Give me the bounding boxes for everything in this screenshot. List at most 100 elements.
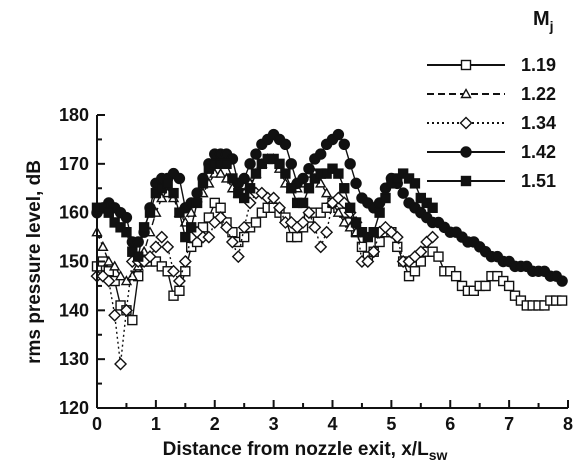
data-point-1.34-9 — [143, 250, 157, 264]
data-point-1.42-43 — [344, 158, 356, 170]
data-point-1.34-5 — [119, 303, 133, 317]
data-point-1.22-41 — [332, 206, 345, 217]
legend-label-1.51: 1.51 — [521, 171, 556, 191]
data-point-1.19-21 — [215, 202, 226, 213]
data-point-1.51-13 — [168, 187, 179, 199]
data-point-1.19-61 — [450, 270, 462, 282]
ticks: 0 1 2 3 4 5 6 7 8 120 130 140 150 160 170 180 — [59, 105, 573, 434]
data-point-1.22-39 — [320, 187, 333, 198]
data-point-1.34-21 — [214, 211, 228, 225]
data-point-1.22-2 — [103, 255, 115, 266]
x-axis-title: Distance from nozzle exit, x/Lsw — [163, 439, 448, 463]
legend-item-1.51: 1.51 — [427, 171, 556, 191]
data-point-1.34-37 — [308, 220, 322, 234]
y-tick-label-1: 130 — [59, 349, 89, 369]
legend-item-1.42: 1.42 — [427, 142, 556, 162]
data-point-1.34-55 — [414, 245, 428, 259]
y-tick-label-6: 180 — [59, 105, 89, 125]
data-point-1.34-51 — [390, 230, 404, 244]
x-tick-label-5: 5 — [386, 414, 396, 434]
legend-label-1.19: 1.19 — [521, 55, 556, 75]
data-point-1.34-25 — [237, 220, 251, 234]
legend-marker-1.19 — [460, 59, 472, 71]
data-point-1.42-5 — [120, 211, 133, 224]
legend-item-1.19: 1.19 — [427, 55, 556, 75]
legend-marker-1.42 — [460, 146, 472, 158]
data-point-1.42-44 — [350, 177, 362, 190]
y-tick-label-3: 150 — [59, 252, 89, 272]
data-point-1.51-5 — [121, 226, 132, 238]
data-point-1.42-26 — [244, 158, 256, 170]
data-point-1.51-42 — [339, 183, 350, 194]
data-point-1.34-11 — [155, 230, 169, 244]
data-point-1.51-41 — [333, 168, 344, 179]
data-point-1.42-42 — [338, 138, 350, 151]
data-point-1.51-32 — [280, 168, 291, 179]
data-point-1.51-27 — [250, 168, 262, 179]
data-point-1.51-15 — [180, 231, 191, 243]
data-point-1.51-48 — [374, 207, 385, 218]
data-point-1.51-7 — [133, 251, 144, 262]
data-point-1.19-58 — [433, 251, 444, 262]
data-point-1.34-46 — [361, 255, 375, 268]
data-point-1.19-66 — [480, 280, 491, 292]
x-tick-label-0: 0 — [92, 414, 102, 434]
data-point-1.34-2 — [102, 274, 116, 288]
data-point-1.34-31 — [273, 201, 287, 215]
data-point-1.51-16 — [185, 222, 197, 233]
y-tick-label-0: 120 — [59, 398, 89, 418]
x-tick-label-2: 2 — [210, 414, 220, 434]
data-point-1.22-3 — [108, 260, 121, 271]
legend-title: Mj — [533, 8, 554, 34]
data-point-1.34-36 — [302, 206, 316, 220]
legend: Mj 1.19 1.22 1.34 1.42 1.51 — [427, 8, 556, 191]
data-point-1.34-4 — [114, 357, 128, 371]
data-point-1.34-12 — [161, 240, 175, 254]
data-point-1.34-35 — [296, 215, 310, 229]
legend-label-1.22: 1.22 — [521, 84, 556, 104]
legend-marker-1.22 — [460, 88, 472, 99]
data-point-1.51-36 — [303, 183, 315, 194]
data-point-1.42-52 — [397, 187, 409, 199]
data-point-1.51-31 — [274, 158, 285, 170]
legend-marker-1.51 — [460, 175, 472, 187]
data-point-1.51-12 — [162, 178, 173, 189]
data-point-1.42-35 — [297, 172, 309, 185]
data-point-1.51-23 — [227, 173, 238, 184]
data-point-1.51-44 — [350, 217, 362, 228]
data-point-1.34-13 — [167, 264, 181, 278]
data-point-1.42-41 — [332, 128, 345, 141]
data-point-1.42-25 — [238, 172, 250, 185]
data-point-1.19-79 — [556, 295, 568, 306]
data-point-1.51-47 — [368, 226, 379, 238]
data-point-1.42-32 — [279, 138, 292, 151]
data-point-1.19-45 — [356, 241, 368, 253]
data-point-1.51-54 — [409, 178, 421, 189]
data-point-1.34-30 — [267, 191, 281, 205]
data-point-1.51-35 — [297, 197, 309, 209]
data-point-1.34-57 — [426, 230, 440, 244]
data-point-1.51-26 — [244, 183, 256, 194]
data-point-1.51-33 — [286, 183, 297, 194]
data-point-1.19-27 — [250, 217, 262, 228]
data-point-1.51-2 — [103, 207, 114, 218]
data-point-1.51-18 — [197, 178, 209, 189]
data-point-1.22-5 — [120, 275, 133, 286]
data-point-1.34-39 — [320, 225, 334, 239]
data-point-1.22-21 — [214, 167, 227, 178]
data-point-1.34-14 — [172, 274, 186, 288]
series-1.51 — [91, 153, 438, 262]
data-point-1.51-8 — [138, 222, 150, 233]
legend-item-1.22: 1.22 — [427, 84, 556, 104]
data-point-1.19-70 — [503, 280, 515, 292]
data-point-1.51-22 — [221, 158, 232, 170]
data-point-1.51-9 — [144, 207, 156, 218]
data-point-1.34-10 — [149, 240, 163, 254]
data-point-1.22-42 — [338, 216, 350, 227]
y-tick-label-4: 160 — [59, 203, 89, 223]
data-point-1.42-33 — [285, 158, 297, 170]
data-point-1.42-27 — [250, 148, 262, 160]
data-point-1.34-47 — [367, 245, 381, 259]
data-point-1.51-25 — [238, 192, 250, 204]
